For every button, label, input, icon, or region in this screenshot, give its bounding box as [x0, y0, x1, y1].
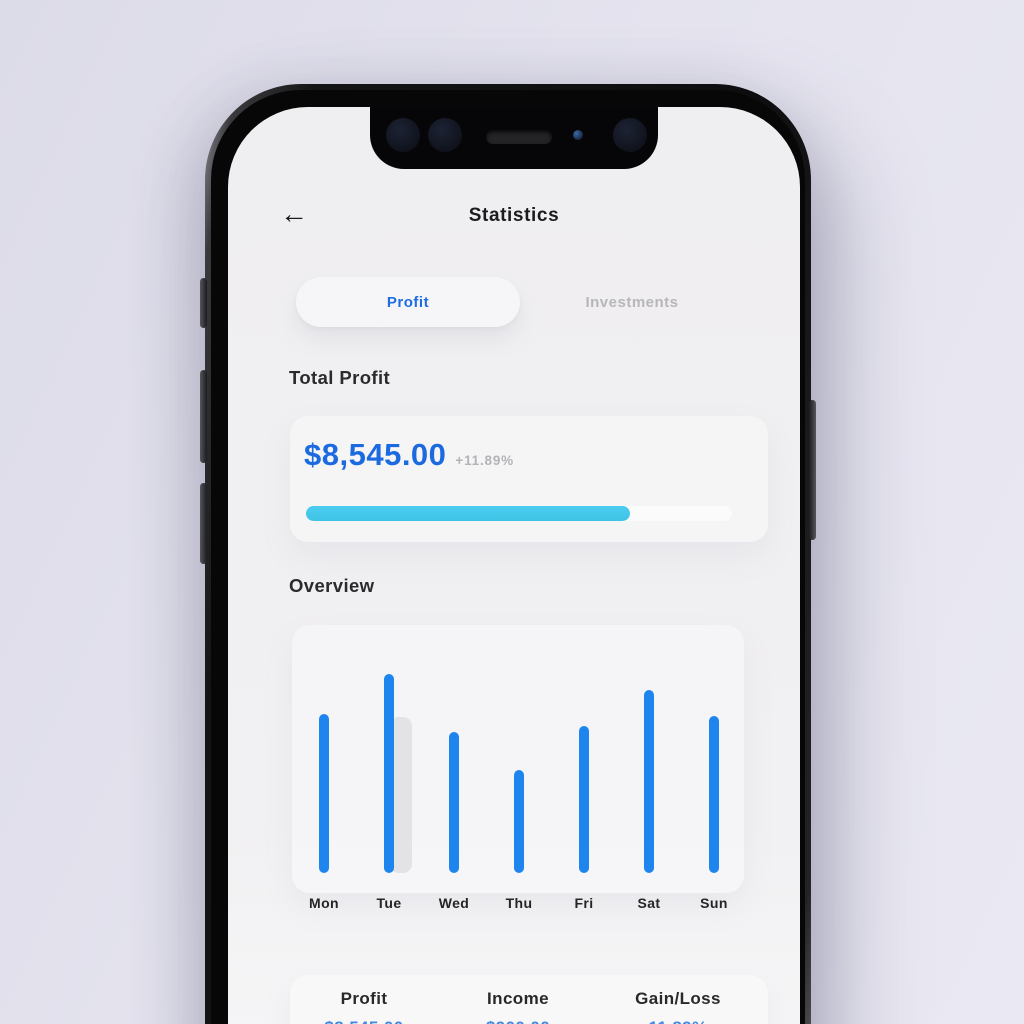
profit-progress-fill — [306, 506, 630, 521]
page-title: Statistics — [468, 205, 560, 226]
total-profit-amount-row: $8,545.00 +11.89% — [304, 437, 514, 473]
chart-column-sun: Sun — [700, 674, 727, 911]
chart-column-tue: Tue — [376, 674, 412, 911]
chart-day-label: Sun — [700, 895, 728, 911]
overview-label: Overview — [289, 575, 375, 596]
chart-day-label: Mon — [309, 895, 339, 911]
stat-income: Income $900.00 — [448, 989, 588, 1024]
tab-profit-label: Profit — [386, 293, 430, 311]
stat-gainloss: Gain/Loss 11.89% — [606, 989, 750, 1024]
stat-profit-label: Profit — [340, 989, 388, 1008]
chart-bar-mon[interactable] — [319, 714, 329, 873]
chart-column-wed: Wed — [439, 674, 469, 911]
stat-gainloss-label: Gain/Loss — [635, 989, 721, 1008]
mute-switch — [200, 278, 207, 328]
stat-gainloss-value: 11.89% — [606, 1018, 750, 1024]
back-button[interactable]: ← — [280, 197, 320, 233]
profit-progress-bar — [306, 506, 732, 521]
weekly-bar-chart: Mon Tue Wed Thu Fri Sat Sun — [309, 674, 727, 911]
speaker-grille — [486, 130, 552, 144]
total-profit-card — [290, 416, 768, 542]
chart-bar-thu[interactable] — [514, 770, 524, 873]
stat-income-label: Income — [487, 989, 549, 1008]
power-button — [809, 400, 816, 540]
chart-day-label: Tue — [376, 895, 402, 911]
stat-income-value: $900.00 — [448, 1018, 588, 1024]
tab-investments[interactable]: Investments — [520, 277, 744, 327]
chart-day-label: Thu — [505, 895, 533, 911]
phone-bezel: ← Statistics Profit Investments Total Pr… — [211, 90, 805, 1024]
app-screen: ← Statistics Profit Investments Total Pr… — [228, 107, 800, 1024]
phone-frame: ← Statistics Profit Investments Total Pr… — [200, 84, 816, 1024]
stat-profit: Profit $8,545.00 — [304, 989, 424, 1024]
summary-card — [290, 975, 768, 1024]
chart-column-mon: Mon — [309, 674, 339, 911]
tab-investments-label: Investments — [585, 293, 679, 311]
total-profit-change: +11.89% — [455, 453, 514, 468]
chart-column-fri: Fri — [574, 674, 594, 911]
volume-down-button — [200, 483, 207, 564]
volume-up-button — [200, 370, 207, 463]
highlighted-day-track — [390, 717, 412, 873]
sensor-dot-icon — [386, 118, 420, 152]
chart-day-label: Wed — [438, 895, 470, 911]
chart-bar-wed[interactable] — [449, 732, 459, 873]
chart-column-thu: Thu — [506, 674, 532, 911]
chart-bar-sat[interactable] — [644, 690, 654, 873]
back-arrow-icon: ← — [280, 198, 308, 229]
chart-bar-fri[interactable] — [579, 726, 589, 873]
sensor-dot-icon — [613, 118, 647, 152]
tab-bar: Profit Investments — [296, 277, 744, 327]
stat-profit-value: $8,545.00 — [304, 1018, 424, 1024]
chart-bar-sun[interactable] — [709, 716, 719, 873]
chart-day-label: Sat — [637, 895, 661, 911]
tab-profit[interactable]: Profit — [296, 277, 520, 327]
chart-column-sat: Sat — [638, 674, 660, 911]
front-camera-icon — [573, 130, 583, 140]
chart-bar-tue[interactable] — [384, 674, 394, 873]
total-profit-label: Total Profit — [289, 367, 391, 388]
sensor-dot-icon — [428, 118, 462, 152]
total-profit-amount: $8,545.00 — [304, 437, 447, 472]
chart-day-label: Fri — [574, 895, 594, 911]
notch — [370, 107, 658, 169]
